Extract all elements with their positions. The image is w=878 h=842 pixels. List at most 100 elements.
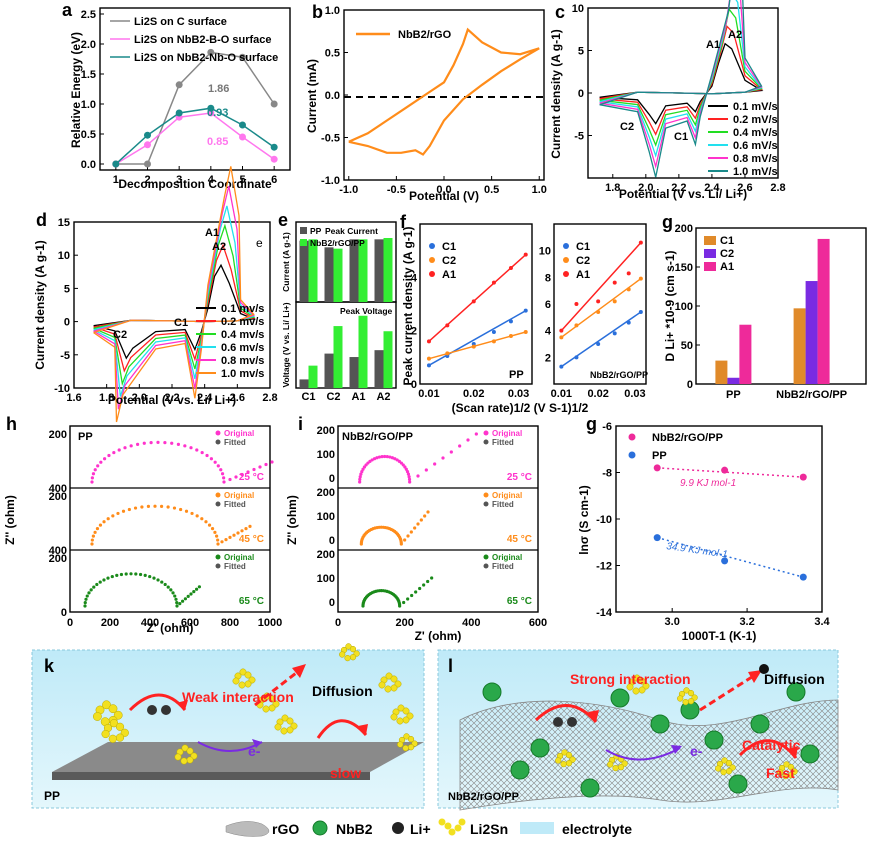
panel-h-point bbox=[107, 453, 111, 458]
panel-h-xtick: 0 bbox=[67, 617, 73, 629]
panel-i-tail-point bbox=[403, 538, 407, 542]
panel-i-point bbox=[398, 604, 402, 608]
panel-b-xtick: 0.0 bbox=[436, 184, 451, 196]
li2sn-molecule bbox=[113, 710, 123, 720]
panel-c-xtick: 1.8 bbox=[605, 182, 620, 194]
panel-i-point bbox=[383, 454, 387, 459]
panel-g2-xlabel: 1000T-1 (K-1) bbox=[682, 629, 757, 643]
panel-d-inner-e: e bbox=[256, 236, 263, 250]
panel-h-point bbox=[195, 448, 199, 452]
panel-f-left-ytick: 0 bbox=[411, 379, 417, 391]
panel-a-point bbox=[175, 109, 183, 117]
panel-e-bar-pp bbox=[299, 379, 309, 388]
li2sn-molecule bbox=[349, 645, 357, 653]
panel-a-series-line-1 bbox=[115, 51, 275, 165]
panel-f-right-point bbox=[626, 271, 631, 276]
panel-h-point bbox=[210, 527, 215, 531]
panel-h-point bbox=[90, 542, 94, 546]
panel-e-bar-nb bbox=[358, 239, 368, 302]
catalytic-label: Catalytic bbox=[742, 737, 801, 753]
electron-l: e- bbox=[690, 743, 703, 759]
schematic-legend: rGO NbB2 Li+ Li2Sn electrolyte bbox=[225, 818, 632, 837]
panel-f-right-point bbox=[626, 287, 631, 292]
li2sn-molecule bbox=[378, 681, 386, 689]
panel-a-series-line-3 bbox=[115, 107, 275, 165]
panel-f-left-legend: A1 bbox=[442, 269, 456, 281]
panel-f-right-point bbox=[626, 320, 631, 325]
panel-i-xtick: 600 bbox=[529, 617, 547, 629]
li2sn-molecule bbox=[238, 681, 246, 689]
panel-g1-category: PP bbox=[726, 389, 741, 401]
panel-f-right-legend-marker bbox=[563, 257, 569, 263]
panel-h-point bbox=[222, 480, 226, 484]
panel-i-legend-original: Original bbox=[492, 553, 522, 562]
nbb2-sphere bbox=[482, 682, 502, 702]
panel-h-xtick: 800 bbox=[221, 617, 239, 629]
panel-i-tail-point bbox=[466, 438, 470, 442]
panel-g1-bar bbox=[793, 308, 806, 384]
panel-h-legend-original-marker bbox=[215, 492, 221, 498]
panel-a-point bbox=[270, 100, 278, 108]
nbb2-sphere bbox=[728, 774, 748, 794]
peak-c2-c: C2 bbox=[620, 121, 634, 133]
panel-i-ytick: 0 bbox=[329, 473, 335, 485]
panel-g2-ytick: -10 bbox=[596, 514, 612, 526]
panel-h-point bbox=[216, 464, 220, 468]
panel-g2-ylabel: lnσ (S cm-1) bbox=[577, 485, 591, 555]
peak-a1-d: A1 bbox=[205, 227, 219, 239]
panel-h-point bbox=[142, 441, 146, 445]
panel-h-point bbox=[96, 464, 100, 468]
panel-i-tail-point bbox=[430, 576, 434, 580]
panel-f-right-point bbox=[574, 302, 579, 306]
panel-i-legend-fitted: Fitted bbox=[492, 562, 514, 571]
panel-g2-point bbox=[653, 464, 661, 472]
panel-h-legend-original-marker bbox=[215, 554, 221, 560]
panel-e-bar-pp bbox=[349, 239, 359, 302]
panel-h-point bbox=[115, 573, 119, 577]
panel-h-point bbox=[90, 538, 94, 542]
panel-f-right-point bbox=[638, 310, 643, 314]
panel-h-point bbox=[171, 591, 175, 595]
panel-g2-ytick: -6 bbox=[602, 421, 612, 433]
panel-h-point bbox=[204, 520, 208, 524]
panel-h-point bbox=[119, 572, 124, 577]
schematic-k-sub: PP bbox=[44, 789, 60, 803]
panel-f-left-point bbox=[426, 339, 431, 344]
panel-h-ytick-top: 200 bbox=[49, 491, 67, 503]
panel-a-point bbox=[144, 131, 151, 139]
panel-f-left-point bbox=[508, 319, 513, 324]
panel-h-point bbox=[166, 585, 170, 589]
panel-a-ytick: 2.0 bbox=[81, 39, 96, 51]
panel-f-left-point bbox=[523, 330, 528, 334]
li2sn-molecule bbox=[244, 671, 252, 679]
li2sn-molecule bbox=[402, 707, 410, 715]
panel-i-tail-point bbox=[419, 518, 423, 522]
panel-a-point bbox=[144, 160, 151, 168]
panel-h-legend-original: Original bbox=[224, 491, 254, 500]
li2sn-molecule bbox=[725, 759, 733, 767]
panel-b-xtick: 0.5 bbox=[484, 184, 499, 196]
panel-i-point bbox=[359, 472, 363, 476]
panel-a-frame bbox=[99, 7, 291, 171]
panel-h-point bbox=[163, 441, 167, 445]
panel-a-legend-1: Li2S on C surface bbox=[134, 16, 227, 28]
panel-label-l: l bbox=[448, 656, 454, 676]
panel-h-point bbox=[176, 442, 180, 446]
panel-f-left-fit bbox=[428, 310, 527, 366]
panel-i-tail-point bbox=[414, 590, 418, 594]
panel-f-right-label: NbB2/rGO/PP bbox=[590, 370, 648, 380]
panel-i-tail-point bbox=[474, 432, 478, 436]
panel-f-left-point bbox=[426, 363, 431, 368]
panel-b-xtick: 1.0 bbox=[532, 184, 547, 196]
li2sn-molecule bbox=[181, 744, 189, 752]
panel-i-point bbox=[358, 477, 362, 481]
panel-i-tail-point bbox=[418, 586, 422, 591]
strong-interaction-label: Strong interaction bbox=[570, 671, 691, 687]
panel-f-right-point bbox=[596, 310, 601, 314]
li2sn-molecule bbox=[286, 726, 294, 734]
panel-g2-xtick: 3.4 bbox=[814, 616, 830, 628]
panel-c-ytick: 10 bbox=[572, 3, 584, 15]
panel-f-right-ytick: 8 bbox=[545, 272, 551, 284]
